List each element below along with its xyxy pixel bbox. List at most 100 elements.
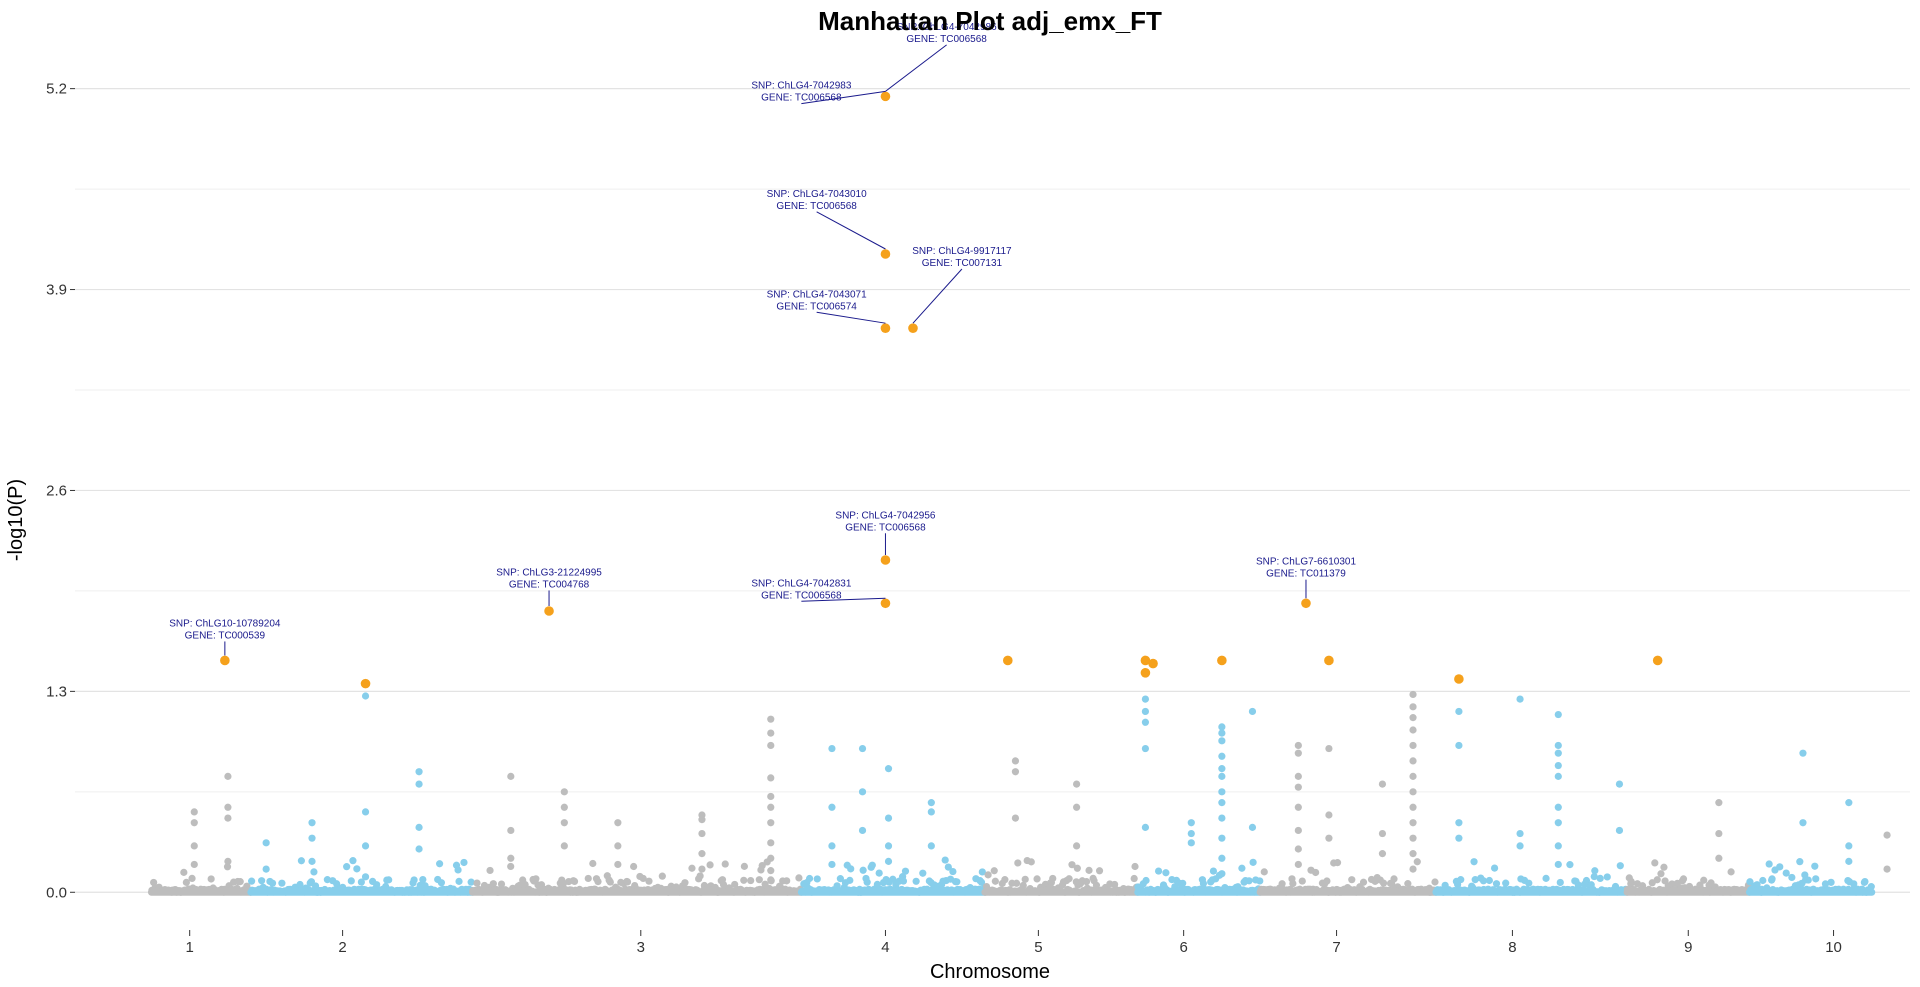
snp-point bbox=[1596, 874, 1604, 883]
significant-snp-point bbox=[908, 323, 918, 333]
snp-point bbox=[297, 857, 305, 865]
snp-point bbox=[258, 877, 266, 885]
snp-point bbox=[1615, 780, 1624, 788]
snp-point bbox=[1812, 875, 1820, 883]
snp-point bbox=[991, 877, 999, 885]
snp-point bbox=[1554, 860, 1562, 869]
x-axis-label: Chromosome bbox=[930, 961, 1050, 983]
snp-point bbox=[343, 863, 351, 871]
snp-point bbox=[795, 874, 803, 882]
snp-point bbox=[767, 774, 775, 782]
x-tick-label: 4 bbox=[881, 939, 889, 956]
annotation-snp-label: SNP: ChLG4-9917117 bbox=[912, 246, 1012, 257]
snp-point bbox=[1554, 710, 1562, 719]
snp-point bbox=[1294, 741, 1302, 750]
snp-point bbox=[486, 866, 494, 875]
snp-point bbox=[1027, 858, 1035, 866]
snp-point bbox=[1582, 876, 1591, 885]
snp-point bbox=[437, 879, 445, 887]
snp-point bbox=[1011, 814, 1020, 822]
snp-point bbox=[1011, 768, 1020, 776]
snp-point bbox=[1323, 877, 1331, 885]
snp-point bbox=[507, 862, 515, 871]
snp-point bbox=[1679, 875, 1688, 883]
snp-point bbox=[1325, 811, 1333, 819]
snp-point bbox=[767, 839, 775, 847]
snp-point bbox=[1516, 695, 1524, 703]
snp-point bbox=[875, 869, 883, 877]
snp-point bbox=[473, 879, 481, 887]
snp-point bbox=[1845, 799, 1853, 807]
snp-point bbox=[268, 879, 277, 887]
snp-point bbox=[755, 876, 763, 884]
snp-point bbox=[740, 862, 748, 870]
snp-point bbox=[1260, 868, 1268, 876]
snp-point bbox=[1861, 877, 1869, 886]
snp-point bbox=[1333, 859, 1342, 867]
significant-snp-point bbox=[880, 598, 891, 609]
snp-point bbox=[1776, 863, 1784, 871]
snp-point bbox=[1033, 875, 1041, 883]
annotation-leader-line bbox=[816, 211, 886, 250]
annotation-leader-line bbox=[801, 90, 886, 105]
snp-point bbox=[1199, 879, 1208, 888]
snp-point bbox=[1218, 814, 1226, 822]
snp-point bbox=[1409, 850, 1417, 858]
snp-point bbox=[606, 878, 614, 886]
snp-point bbox=[507, 772, 515, 780]
snp-point bbox=[1378, 780, 1387, 788]
snp-point bbox=[1525, 879, 1533, 887]
snp-point bbox=[1409, 741, 1417, 750]
snp-point bbox=[224, 857, 232, 865]
snp-point bbox=[1238, 864, 1246, 872]
snp-point bbox=[1014, 859, 1022, 867]
snp-point bbox=[1455, 819, 1463, 827]
snp-point bbox=[262, 839, 270, 847]
snp-point bbox=[1765, 860, 1773, 868]
snp-point bbox=[584, 874, 592, 883]
snp-point bbox=[889, 875, 897, 883]
x-tick-label: 9 bbox=[1684, 939, 1692, 956]
snp-point bbox=[1001, 876, 1009, 884]
snp-point bbox=[532, 875, 540, 883]
snp-point bbox=[1218, 799, 1226, 807]
snp-point bbox=[623, 878, 632, 886]
snp-point bbox=[1516, 842, 1524, 850]
y-tick-label: 1.3 bbox=[46, 683, 67, 700]
snp-point bbox=[868, 861, 876, 869]
snp-point bbox=[1187, 829, 1195, 838]
snp-point bbox=[236, 878, 244, 886]
snp-point bbox=[1073, 842, 1081, 850]
snp-point bbox=[658, 872, 666, 880]
snp-point bbox=[1746, 878, 1754, 886]
snp-point bbox=[415, 845, 423, 853]
snp-point bbox=[899, 877, 908, 885]
snp-point bbox=[884, 765, 893, 773]
snp-point bbox=[1141, 718, 1150, 726]
snp-point bbox=[1883, 865, 1891, 873]
snp-point bbox=[1095, 867, 1104, 875]
snp-point bbox=[1485, 876, 1493, 885]
y-tick-label: 2.6 bbox=[46, 482, 67, 499]
x-tick-label: 8 bbox=[1508, 939, 1516, 956]
snp-point bbox=[1867, 883, 1875, 891]
annotation-gene-label: GENE: TC000539 bbox=[185, 630, 266, 641]
snp-point bbox=[361, 842, 370, 850]
snp-point bbox=[1554, 842, 1562, 850]
annotation-leader-line bbox=[816, 311, 886, 324]
snp-point bbox=[419, 875, 427, 884]
snp-point bbox=[1378, 829, 1387, 838]
snp-point bbox=[1248, 707, 1257, 716]
snp-point bbox=[919, 869, 927, 877]
snp-point bbox=[949, 867, 957, 876]
snp-point bbox=[308, 857, 316, 865]
snp-point bbox=[570, 877, 579, 885]
annotation-gene-label: GENE: TC006568 bbox=[906, 34, 987, 45]
snp-point bbox=[1470, 858, 1478, 866]
significant-snp-point bbox=[1217, 655, 1227, 666]
snp-point bbox=[1409, 772, 1417, 780]
snp-point bbox=[1131, 862, 1139, 871]
y-tick-label: 5.2 bbox=[46, 81, 67, 98]
snp-point bbox=[614, 819, 622, 827]
snp-point bbox=[767, 876, 775, 884]
